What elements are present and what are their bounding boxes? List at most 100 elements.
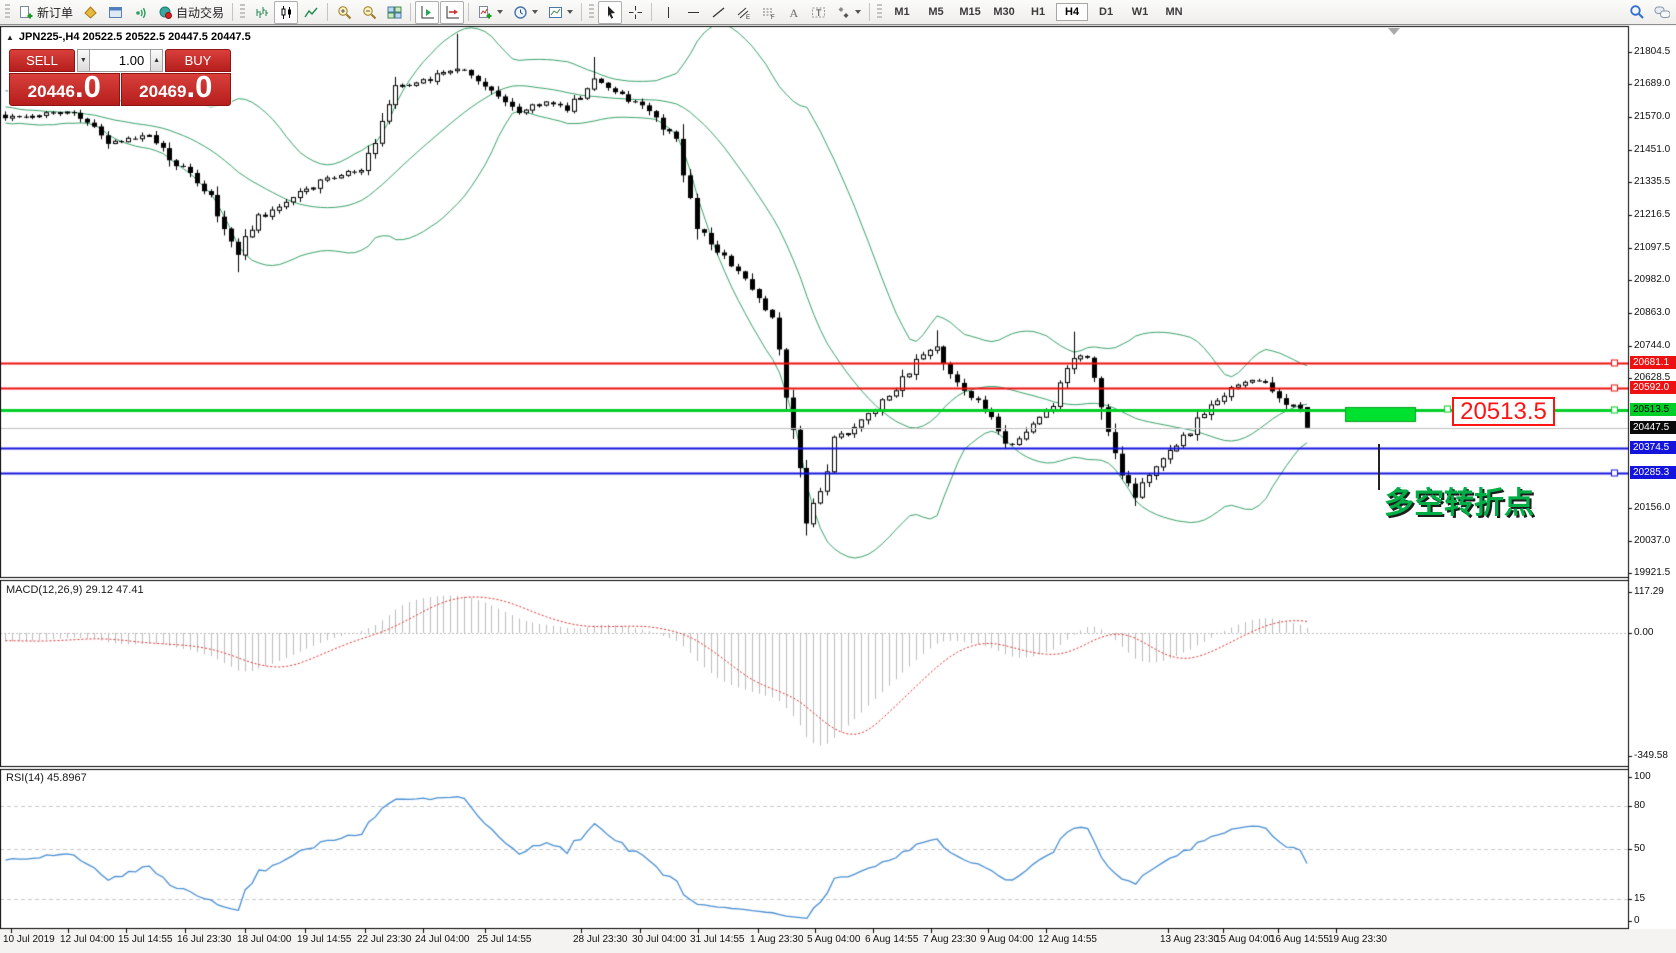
timeframe-button-d1[interactable]: D1	[1099, 6, 1114, 18]
auto-scroll-icon	[419, 4, 435, 20]
timeframe-group: M1 M5 M15 M30 H1 H4 D1 W1 MN	[886, 3, 1190, 21]
fibonacci-button[interactable]: F	[756, 1, 780, 24]
crosshair-button[interactable]	[623, 1, 647, 24]
text-label-button[interactable]: T	[806, 1, 830, 24]
price-axis-tick: 20628.5	[1634, 371, 1671, 383]
periods-button[interactable]	[508, 1, 542, 24]
price-axis-tick: 21570.0	[1634, 111, 1671, 123]
equidistant-channel-icon: E	[735, 4, 751, 20]
macd-axis-tick: 0.00	[1634, 626, 1654, 638]
signals-icon	[132, 4, 148, 20]
rsi-axis-tick: 15	[1634, 893, 1646, 905]
rsi-axis-tick: 80	[1634, 799, 1646, 811]
time-axis-label: 12 Jul 04:00	[60, 934, 115, 945]
buy-price[interactable]: 20469.0	[120, 71, 231, 106]
market-watch-button[interactable]	[103, 1, 127, 24]
timeframe-button-mn[interactable]: MN	[1165, 6, 1183, 18]
time-axis-label: 16 Aug 14:55	[1270, 934, 1329, 945]
chart-shift-icon	[444, 4, 460, 20]
equidistant-channel-button[interactable]: E	[731, 1, 755, 24]
svg-text:E: E	[746, 15, 750, 20]
templates-icon	[547, 4, 563, 20]
volume-increase-button[interactable]: ▲	[150, 49, 163, 72]
sell-button[interactable]: SELL	[9, 49, 75, 72]
auto-scroll-button[interactable]	[415, 0, 440, 24]
toolbar-grip[interactable]	[877, 4, 883, 20]
vertical-line-button[interactable]	[656, 1, 680, 24]
auto-trading-button[interactable]: 自动交易	[153, 1, 228, 24]
toolbar-grip[interactable]	[5, 4, 10, 20]
volume-decrease-button[interactable]: ▼	[77, 49, 90, 72]
tile-windows-button[interactable]	[382, 1, 406, 24]
cursor-button[interactable]	[598, 0, 623, 24]
toolbar-grip[interactable]	[589, 4, 595, 20]
arrows-button[interactable]	[831, 1, 865, 24]
buy-button[interactable]: BUY	[165, 49, 231, 72]
candlestick-chart-button[interactable]	[274, 0, 299, 24]
price-tag: 20374.5	[1630, 440, 1676, 454]
trendline-button[interactable]	[706, 1, 730, 24]
zoom-in-icon	[336, 4, 352, 20]
zoom-out-icon	[361, 4, 377, 20]
svg-text:A: A	[789, 6, 798, 20]
one-click-trade-panel: SELL ▼ ▲ BUY 20446.0 20469.0	[9, 49, 231, 106]
line-chart-button[interactable]	[299, 1, 323, 24]
price-axis-tick: 19921.5	[1634, 567, 1671, 579]
turning-point-note[interactable]: 多空转折点	[1384, 487, 1534, 520]
chat-icon	[1654, 4, 1670, 20]
zoom-in-button[interactable]	[332, 1, 356, 24]
signals-button[interactable]	[128, 1, 152, 24]
candlestick-chart-icon	[278, 4, 294, 20]
profiles-button[interactable]	[78, 1, 102, 24]
time-axis-label: 28 Jul 23:30	[573, 934, 628, 945]
bar-chart-button[interactable]	[249, 1, 273, 24]
price-axis-tick: 21097.5	[1634, 241, 1671, 253]
text-button[interactable]: A	[781, 1, 805, 24]
toolbar-grip[interactable]	[240, 4, 246, 20]
timeframe-button-h4[interactable]: H4	[1056, 3, 1089, 21]
volume-input[interactable]	[89, 49, 151, 72]
line-chart-icon	[303, 4, 319, 20]
time-axis-label: 30 Jul 04:00	[632, 934, 687, 945]
search-button[interactable]	[1625, 1, 1649, 24]
time-axis-label: 7 Aug 23:30	[923, 934, 977, 945]
timeframe-button-m1[interactable]: M1	[894, 6, 910, 18]
price-axis-tick: 20156.0	[1634, 502, 1671, 514]
time-axis-label: 19 Aug 23:30	[1328, 934, 1387, 945]
profiles-icon	[82, 4, 98, 20]
templates-caret-icon	[567, 10, 574, 14]
text-icon: A	[785, 4, 801, 20]
price-axis-tick: 20744.0	[1634, 339, 1671, 351]
collapse-panel-icon[interactable]: ▲	[6, 33, 14, 42]
time-axis-label: 1 Aug 23:30	[750, 934, 804, 945]
templates-button[interactable]	[543, 1, 577, 24]
time-axis-label: 22 Jul 23:30	[357, 934, 412, 945]
chart-shift-button[interactable]	[440, 0, 465, 24]
horizontal-line-button[interactable]	[681, 1, 705, 24]
time-axis-label: 12 Aug 14:55	[1038, 934, 1097, 945]
time-axis-label: 31 Jul 14:55	[690, 934, 745, 945]
arrows-icon	[835, 4, 851, 20]
price-axis-tick: 20863.0	[1634, 306, 1671, 318]
periods-icon	[512, 4, 528, 20]
time-axis-label: 24 Jul 04:00	[415, 934, 470, 945]
timeframe-button-h1[interactable]: H1	[1031, 6, 1046, 18]
time-axis-label: 15 Jul 14:55	[118, 934, 173, 945]
sell-price-main: 20446	[27, 82, 75, 101]
sell-price[interactable]: 20446.0	[9, 71, 120, 106]
macd-axis-tick: -349.58	[1634, 750, 1668, 762]
timeframe-button-w1[interactable]: W1	[1131, 6, 1149, 18]
timeframe-button-m15[interactable]: M15	[959, 6, 981, 18]
price-flag-label[interactable]: 20513.5	[1452, 397, 1555, 426]
timeframe-button-m5[interactable]: M5	[928, 6, 944, 18]
zoom-out-button[interactable]	[357, 1, 381, 24]
text-label-icon: T	[810, 4, 826, 20]
vertical-line-object[interactable]	[1378, 444, 1380, 490]
timeframe-button-m30[interactable]: M30	[993, 6, 1015, 18]
chat-button[interactable]	[1650, 1, 1674, 24]
market-watch-icon	[107, 4, 123, 20]
indicators-button[interactable]	[473, 1, 507, 24]
chart-shift-marker-icon	[1388, 28, 1400, 35]
new-order-button[interactable]: 新订单	[14, 1, 77, 24]
